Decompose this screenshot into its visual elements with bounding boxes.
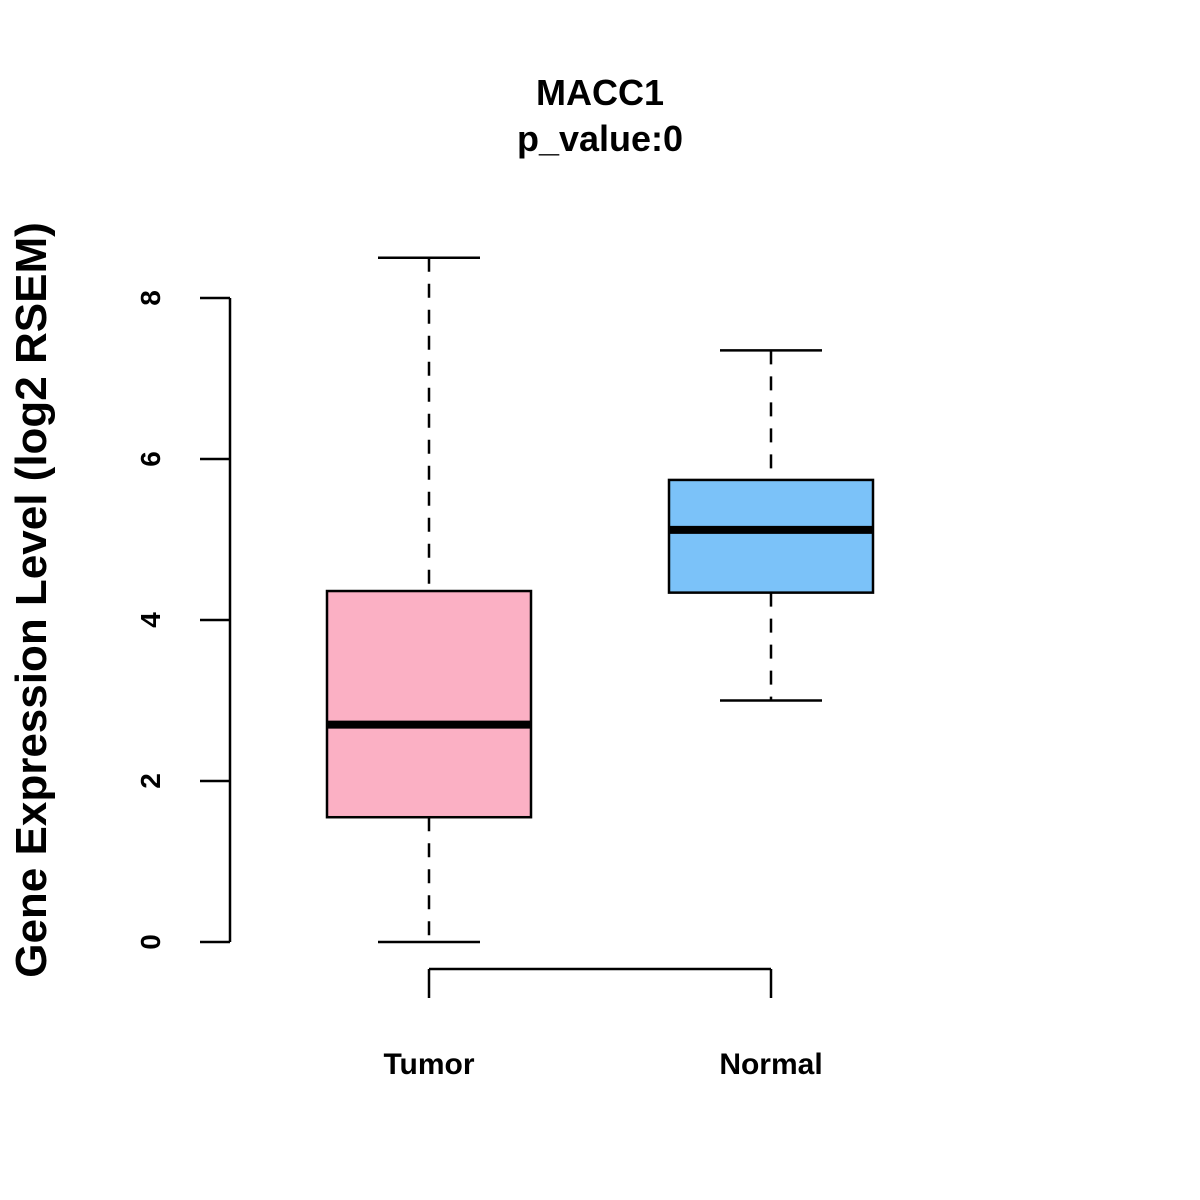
chart-subtitle: p_value:0 bbox=[517, 118, 683, 159]
chart-title: MACC1 bbox=[536, 72, 664, 113]
y-tick-label: 4 bbox=[135, 612, 166, 628]
box-tumor bbox=[325, 256, 533, 944]
y-tick-label: 8 bbox=[135, 290, 166, 306]
box-normal bbox=[667, 349, 875, 702]
y-tick-label: 2 bbox=[135, 773, 166, 789]
y-tick-label: 6 bbox=[135, 451, 166, 467]
box-iqr bbox=[667, 478, 875, 594]
x-axis: Tumor Normal bbox=[383, 967, 823, 1081]
box-iqr bbox=[325, 589, 533, 819]
x-category-label: Tumor bbox=[383, 1048, 474, 1081]
x-category-label: Normal bbox=[719, 1048, 822, 1081]
y-axis-label: Gene Expression Level (log2 RSEM) bbox=[7, 222, 56, 978]
y-tick-label: 0 bbox=[135, 934, 166, 950]
y-axis: 0 2 4 6 8 bbox=[135, 290, 232, 950]
boxes-group bbox=[325, 256, 875, 944]
